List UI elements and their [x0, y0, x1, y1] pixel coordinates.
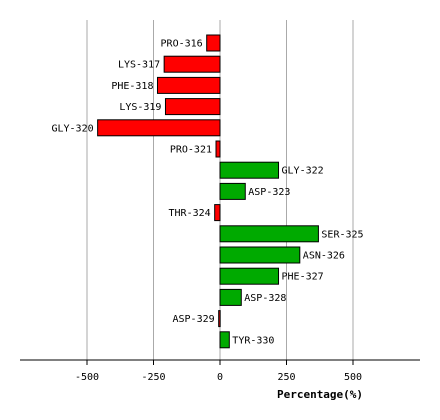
- bar-pro-316: [206, 34, 221, 52]
- bar-pro-321: [215, 140, 221, 158]
- x-tick-label: -250: [141, 372, 165, 383]
- bar-asp-323: [219, 182, 246, 200]
- category-label: PHE-327: [282, 272, 324, 283]
- category-label: ASP-329: [173, 314, 215, 325]
- bar-asp-328: [219, 288, 242, 306]
- bar-gly-320: [97, 119, 221, 137]
- bar-tyr-330: [219, 331, 230, 349]
- category-label: ASP-328: [244, 293, 286, 304]
- bar-thr-324: [214, 204, 221, 222]
- x-axis: -500 -250 0 250 500: [20, 359, 420, 383]
- category-label: ASP-323: [248, 187, 290, 198]
- category-label: GLY-322: [282, 166, 324, 177]
- category-label: THR-324: [169, 208, 211, 219]
- category-label: PHE-318: [111, 81, 153, 92]
- category-label: SER-325: [321, 229, 363, 240]
- x-tick-label: 250: [277, 372, 295, 383]
- category-label: PRO-321: [170, 145, 212, 156]
- bar-gly-322: [219, 161, 280, 179]
- category-label: TYR-330: [232, 335, 274, 346]
- bar-lys-317: [163, 55, 221, 73]
- category-label: ASN-326: [303, 251, 345, 262]
- category-label: GLY-320: [51, 123, 93, 134]
- x-tick-label: 500: [344, 372, 362, 383]
- bar-phe-327: [219, 267, 280, 285]
- category-label: PRO-316: [161, 39, 203, 50]
- bars: [97, 34, 319, 349]
- bar-phe-318: [156, 76, 221, 94]
- category-label: LYS-317: [118, 60, 160, 71]
- bar-asp-329: [218, 310, 221, 328]
- bar-asn-326: [219, 246, 301, 264]
- category-label: LYS-319: [119, 102, 161, 113]
- bar-ser-325: [219, 225, 319, 243]
- bar-lys-319: [164, 98, 221, 116]
- x-tick-label: -500: [75, 372, 99, 383]
- x-axis-title: Percentage(%): [277, 388, 363, 401]
- x-tick-label: 0: [217, 372, 223, 383]
